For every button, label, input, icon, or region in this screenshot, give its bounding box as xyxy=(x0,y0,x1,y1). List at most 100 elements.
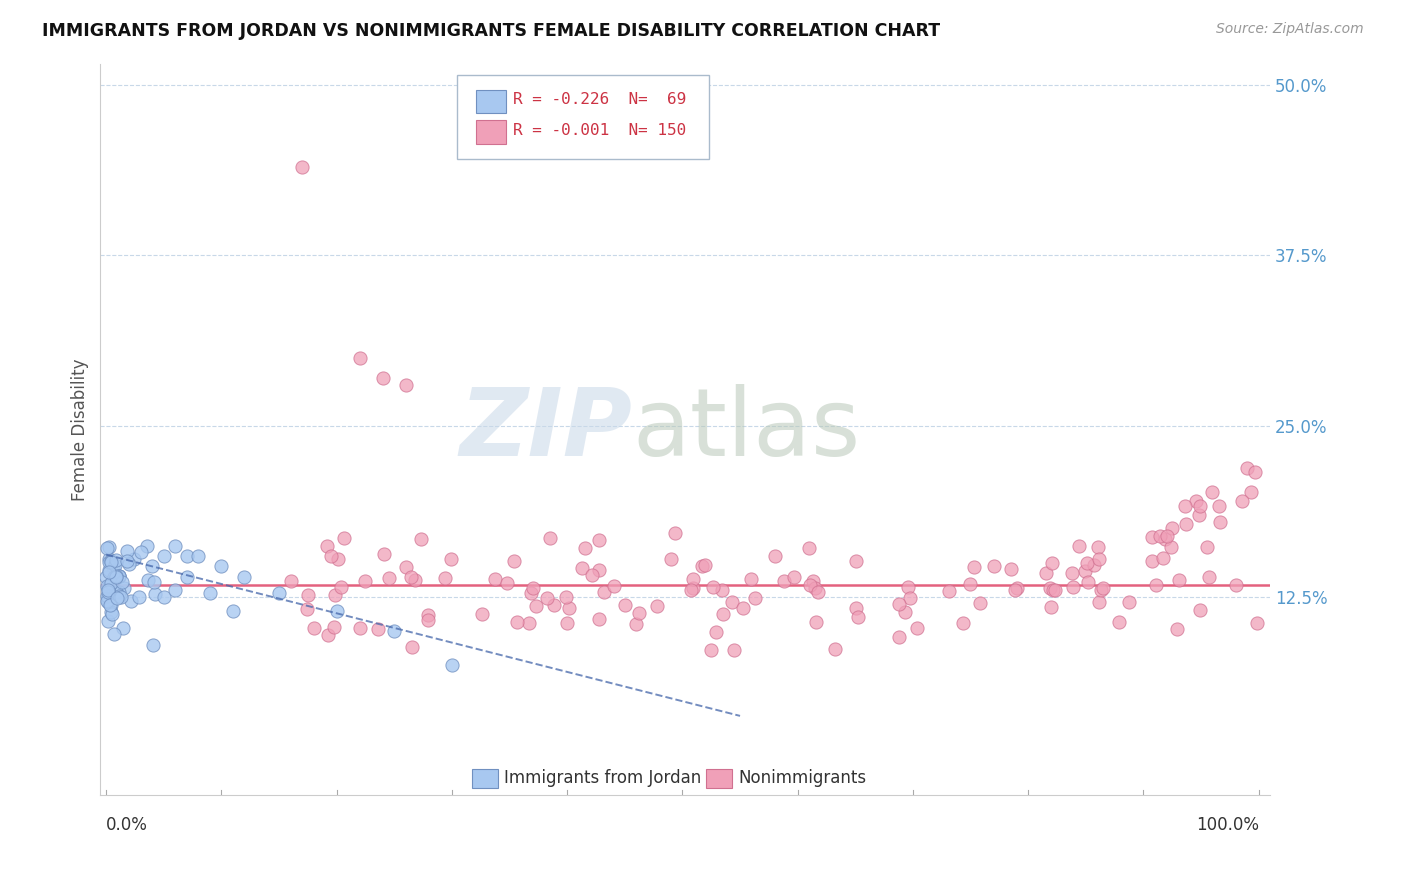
Point xyxy=(763,549,786,564)
Point xyxy=(898,591,921,605)
Point xyxy=(581,568,603,582)
Point xyxy=(1060,566,1083,581)
Point xyxy=(96,585,118,599)
Point xyxy=(664,526,686,541)
Point xyxy=(540,531,562,545)
Point xyxy=(1209,515,1232,529)
Point xyxy=(1188,603,1211,617)
Point xyxy=(100,554,122,568)
Point xyxy=(1236,461,1258,475)
Point xyxy=(1243,466,1265,480)
Point xyxy=(624,617,647,632)
FancyBboxPatch shape xyxy=(475,90,506,113)
Point xyxy=(291,160,314,174)
Point xyxy=(395,560,418,574)
Point xyxy=(101,559,124,574)
Text: IMMIGRANTS FROM JORDAN VS NONIMMIGRANTS FEMALE DISABILITY CORRELATION CHART: IMMIGRANTS FROM JORDAN VS NONIMMIGRANTS … xyxy=(42,22,941,40)
Point xyxy=(1198,570,1220,584)
Point xyxy=(295,602,318,616)
Point xyxy=(846,610,869,624)
Point xyxy=(1175,517,1198,532)
Point xyxy=(627,606,650,620)
Point xyxy=(142,638,165,652)
Point xyxy=(152,549,174,563)
Point xyxy=(100,605,122,619)
Point xyxy=(176,569,198,583)
Point xyxy=(905,621,928,635)
Point xyxy=(112,621,135,635)
Point xyxy=(661,551,683,566)
Point xyxy=(440,551,463,566)
Point xyxy=(522,581,544,595)
Point xyxy=(1087,540,1109,554)
Point xyxy=(323,620,346,634)
Point xyxy=(1168,573,1191,587)
Point xyxy=(1118,594,1140,608)
Point xyxy=(536,591,558,605)
Point xyxy=(110,590,132,604)
Point xyxy=(588,612,610,626)
Point xyxy=(1076,557,1098,571)
Point xyxy=(105,553,128,567)
Point xyxy=(187,549,209,563)
Point xyxy=(353,574,375,588)
Point xyxy=(1160,540,1182,554)
Point xyxy=(297,588,319,602)
Point xyxy=(1108,615,1130,630)
Point xyxy=(704,625,727,640)
Point xyxy=(1040,556,1063,570)
Point xyxy=(740,572,762,586)
Point xyxy=(103,569,125,583)
Y-axis label: Female Disability: Female Disability xyxy=(72,359,89,500)
Point xyxy=(222,604,245,618)
Point xyxy=(983,558,1005,573)
Point xyxy=(797,541,820,556)
Point xyxy=(844,600,866,615)
Point xyxy=(267,586,290,600)
Point xyxy=(108,590,131,604)
Point xyxy=(952,616,974,631)
Point xyxy=(1087,595,1109,609)
Point xyxy=(395,378,418,392)
Point xyxy=(97,583,120,598)
Point xyxy=(1038,581,1060,595)
Point xyxy=(1062,580,1084,594)
Point xyxy=(209,558,232,573)
Point xyxy=(1140,553,1163,567)
Point xyxy=(593,585,616,599)
Point xyxy=(1240,484,1263,499)
Point xyxy=(97,582,120,597)
Point xyxy=(1045,583,1067,598)
Point xyxy=(574,541,596,555)
Point xyxy=(333,531,356,545)
Point xyxy=(100,555,122,569)
Point xyxy=(799,578,821,592)
Point xyxy=(558,600,581,615)
Point xyxy=(845,554,868,568)
Point xyxy=(97,614,120,628)
Point xyxy=(198,586,221,600)
Point xyxy=(588,563,610,577)
Text: 100.0%: 100.0% xyxy=(1195,815,1258,834)
Point xyxy=(96,541,118,556)
Point xyxy=(470,607,492,621)
Point xyxy=(111,575,134,590)
Point xyxy=(129,545,152,559)
Point xyxy=(1007,581,1029,595)
Text: Immigrants from Jordan: Immigrants from Jordan xyxy=(503,769,702,788)
Text: R = -0.226  N=  69: R = -0.226 N= 69 xyxy=(513,93,686,107)
Point xyxy=(325,604,347,618)
Point xyxy=(897,580,920,594)
Point xyxy=(1077,574,1099,589)
Point xyxy=(152,590,174,604)
Point xyxy=(316,628,339,642)
Point xyxy=(96,570,118,584)
Point xyxy=(319,549,342,563)
Point xyxy=(373,547,395,561)
Point xyxy=(1225,578,1247,592)
Point xyxy=(1166,622,1188,636)
Point xyxy=(711,582,734,597)
Point xyxy=(107,569,129,583)
Point xyxy=(326,552,349,566)
Point xyxy=(367,623,389,637)
